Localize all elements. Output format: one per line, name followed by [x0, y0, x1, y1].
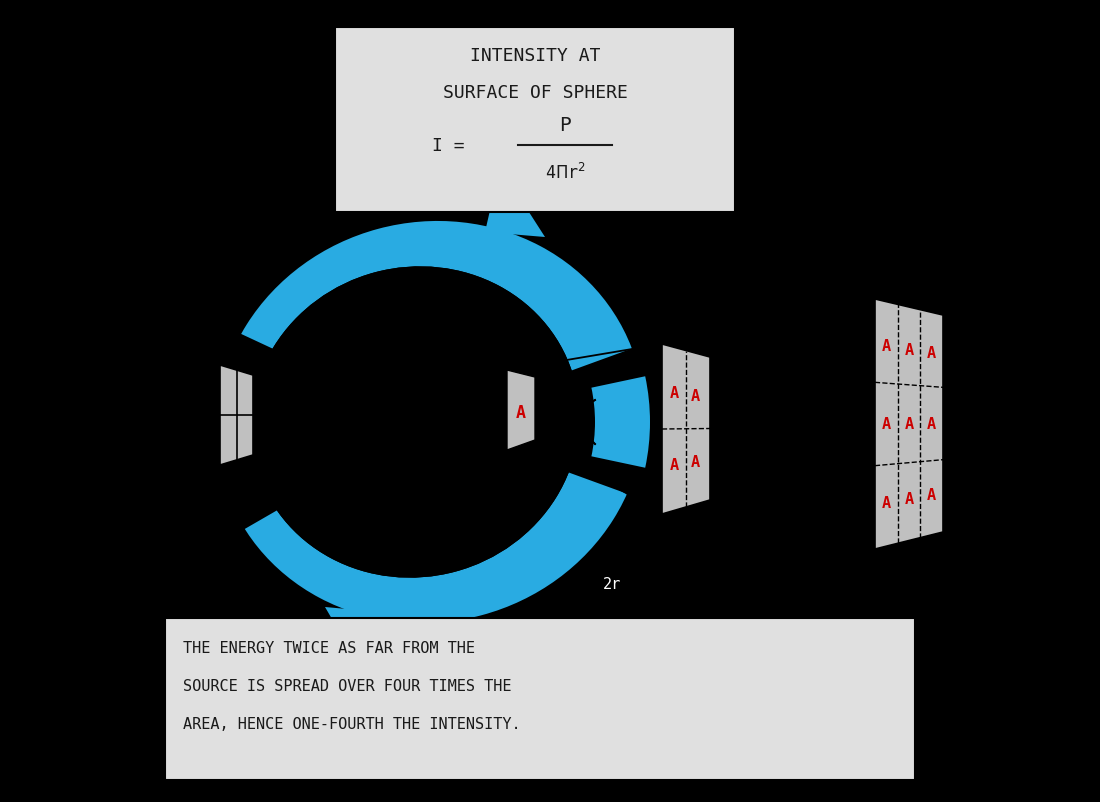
Text: P: P — [559, 116, 571, 136]
Text: A: A — [516, 403, 526, 422]
Ellipse shape — [251, 267, 580, 578]
Text: I =: I = — [431, 137, 475, 155]
Polygon shape — [507, 371, 535, 451]
Text: A: A — [691, 388, 701, 403]
Polygon shape — [485, 168, 544, 237]
Polygon shape — [324, 607, 380, 667]
Text: A: A — [670, 386, 679, 401]
Text: A: A — [904, 417, 914, 431]
Text: THE ENERGY TWICE AS FAR FROM THE: THE ENERGY TWICE AS FAR FROM THE — [183, 641, 475, 656]
Text: A: A — [927, 346, 936, 360]
Wedge shape — [592, 377, 650, 468]
Text: A: A — [670, 458, 679, 472]
Text: 4$\Pi$r$^2$: 4$\Pi$r$^2$ — [544, 163, 585, 183]
Polygon shape — [662, 345, 710, 514]
Text: A: A — [904, 492, 914, 506]
FancyBboxPatch shape — [165, 618, 915, 780]
Text: A: A — [691, 455, 701, 470]
Text: A: A — [927, 488, 936, 503]
FancyBboxPatch shape — [336, 28, 735, 213]
Text: INTENSITY AT: INTENSITY AT — [470, 47, 601, 65]
Text: A: A — [904, 342, 914, 357]
Text: A: A — [882, 338, 891, 354]
Text: A: A — [882, 417, 891, 431]
Text: A: A — [927, 416, 936, 431]
Polygon shape — [220, 366, 253, 465]
Text: AREA, HENCE ONE-FOURTH THE INTENSITY.: AREA, HENCE ONE-FOURTH THE INTENSITY. — [183, 717, 520, 731]
Wedge shape — [195, 323, 430, 540]
Text: SURFACE OF SPHERE: SURFACE OF SPHERE — [442, 84, 627, 102]
Ellipse shape — [216, 221, 644, 623]
Wedge shape — [430, 344, 660, 501]
Text: SOURCE IS SPREAD OVER FOUR TIMES THE: SOURCE IS SPREAD OVER FOUR TIMES THE — [183, 678, 512, 694]
Polygon shape — [874, 300, 943, 549]
Text: A: A — [882, 495, 891, 510]
Ellipse shape — [251, 267, 580, 578]
Text: 2r: 2r — [603, 577, 622, 592]
